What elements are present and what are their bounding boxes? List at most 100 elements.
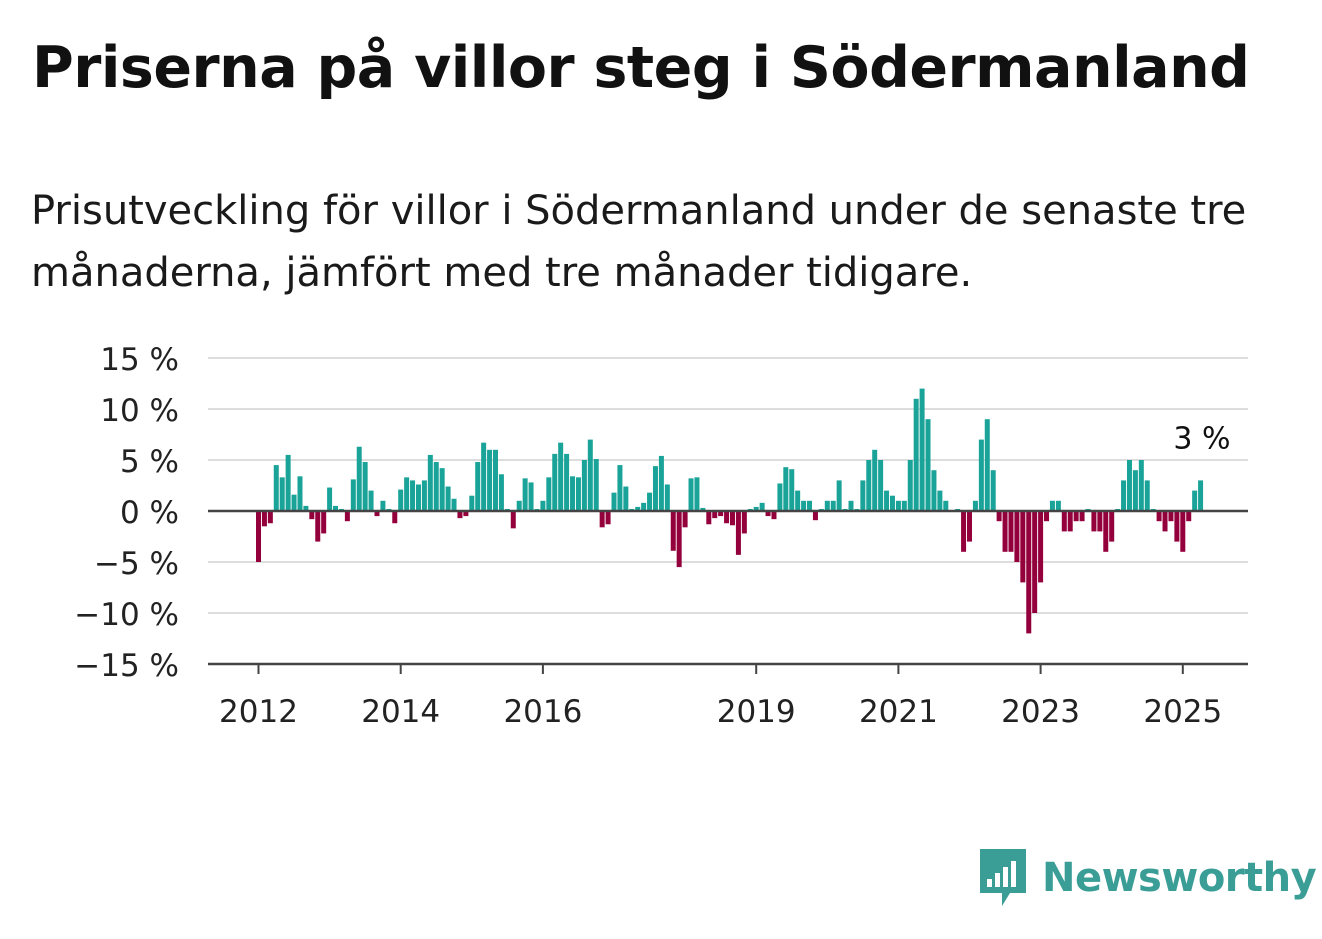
- bar: [1067, 511, 1073, 532]
- bar: [901, 500, 907, 511]
- bar: [315, 511, 321, 542]
- bar: [878, 460, 884, 511]
- bar: [812, 511, 818, 521]
- bars: [256, 388, 1204, 634]
- bar: [1079, 511, 1085, 522]
- bar: [1109, 511, 1115, 542]
- bar: [1061, 511, 1067, 532]
- bar: [753, 506, 759, 511]
- x-tick-label: 2016: [503, 694, 582, 730]
- bar: [285, 454, 291, 511]
- bar: [475, 462, 481, 511]
- bar: [510, 511, 516, 529]
- bar: [344, 511, 350, 522]
- bar: [635, 506, 641, 511]
- y-tick-label: −15 %: [74, 648, 179, 684]
- bar: [439, 468, 445, 511]
- bar: [658, 455, 664, 511]
- bar: [374, 511, 380, 517]
- bar: [670, 511, 676, 551]
- bar: [848, 500, 854, 511]
- bar: [777, 483, 783, 511]
- y-tick-label: 10 %: [100, 393, 179, 429]
- bar: [410, 480, 416, 511]
- bar: [404, 477, 410, 511]
- bar: [1121, 480, 1127, 511]
- bar: [291, 494, 297, 511]
- bar: [522, 478, 528, 511]
- bar: [984, 419, 990, 511]
- x-tick-label: 2023: [1001, 694, 1080, 730]
- chart-subtitle: Prisutveckling för villor i Södermanland…: [31, 188, 1247, 296]
- bar: [1156, 511, 1162, 522]
- bar: [771, 511, 777, 520]
- bar: [652, 466, 658, 511]
- y-tick-label: 0 %: [120, 495, 179, 531]
- bar: [581, 460, 587, 511]
- bar: [884, 490, 890, 511]
- bar: [469, 495, 475, 511]
- bar: [1049, 500, 1055, 511]
- bar: [759, 502, 765, 511]
- bar: [445, 486, 451, 511]
- bar: [836, 480, 842, 511]
- bar: [996, 511, 1002, 522]
- bar: [783, 467, 789, 511]
- bar: [907, 460, 913, 511]
- bar: [682, 511, 688, 528]
- bar: [481, 442, 487, 511]
- bar: [860, 480, 866, 511]
- bar: [1002, 511, 1008, 552]
- bar: [1162, 511, 1168, 532]
- bar: [451, 498, 457, 511]
- bar: [807, 500, 813, 511]
- bar: [303, 505, 309, 511]
- bar: [1073, 511, 1079, 522]
- bar: [824, 500, 830, 511]
- bar: [937, 490, 943, 511]
- bar: [1008, 511, 1014, 552]
- bar: [261, 511, 267, 527]
- x-tick-label: 2025: [1143, 694, 1222, 730]
- bar: [558, 442, 564, 511]
- logo-text: Newsworthy: [1042, 855, 1317, 901]
- bar: [297, 476, 303, 511]
- x-tick-label: 2012: [219, 694, 298, 730]
- bar: [919, 388, 925, 511]
- bar: [1026, 511, 1032, 634]
- bar: [765, 511, 771, 517]
- grid-lines: [208, 357, 1248, 614]
- bar: [1055, 500, 1061, 511]
- bar: [1192, 490, 1198, 511]
- bar: [676, 511, 682, 568]
- bar: [540, 500, 546, 511]
- bar: [931, 470, 937, 511]
- bar: [279, 477, 285, 511]
- bar: [1168, 511, 1174, 522]
- bar: [913, 398, 919, 511]
- bar: [575, 477, 581, 511]
- bar: [741, 511, 747, 534]
- bar: [990, 470, 996, 511]
- bar: [724, 511, 730, 524]
- bar: [795, 490, 801, 511]
- bar: [493, 449, 498, 511]
- bar: [1032, 511, 1038, 613]
- bar: [1186, 511, 1192, 522]
- bar: [273, 465, 279, 511]
- bar: [789, 469, 795, 511]
- bar: [1097, 511, 1103, 532]
- bar: [593, 458, 599, 511]
- bar: [1103, 511, 1109, 552]
- bar: [398, 489, 404, 511]
- bar: [256, 511, 261, 562]
- bar: [943, 500, 949, 511]
- bar: [1014, 511, 1020, 562]
- bar: [1038, 511, 1044, 583]
- y-tick-label: 5 %: [120, 444, 179, 480]
- bar: [587, 439, 593, 511]
- bar: [362, 462, 368, 511]
- bar: [267, 511, 273, 524]
- bar: [570, 476, 576, 511]
- y-tick-label: −5 %: [94, 546, 179, 582]
